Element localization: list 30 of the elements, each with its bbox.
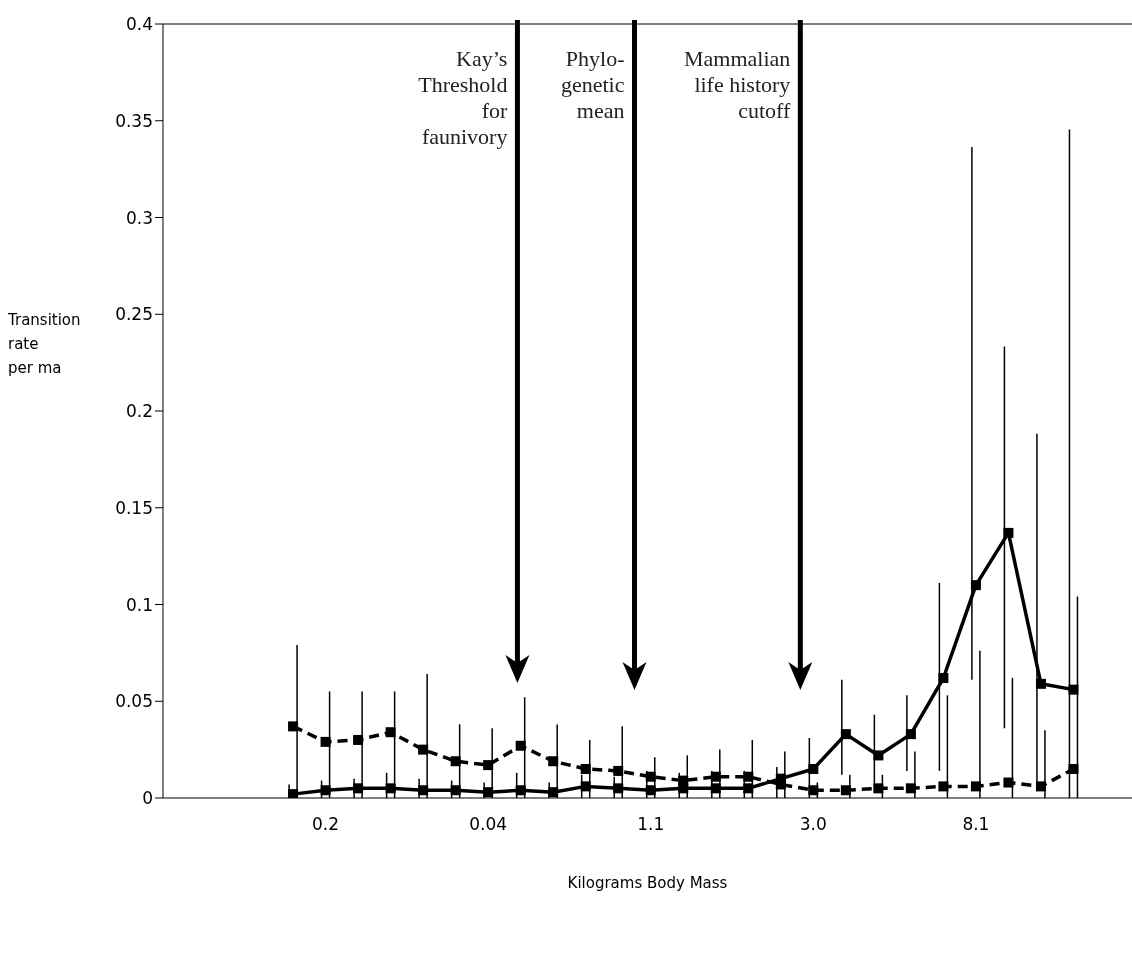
x-axis-title: Kilograms Body Mass <box>567 874 728 892</box>
annotation: Kay’s Threshold for faunivory <box>418 46 509 149</box>
x-tick-label: 0.04 <box>469 814 508 835</box>
point <box>938 781 949 792</box>
y-tick-label: 0.1 <box>125 594 153 615</box>
annotation: Mammalian life history cutoff <box>684 46 791 123</box>
x-tick-label: 1.1 <box>637 814 665 835</box>
y-axis-title: Transition rate per ma <box>8 310 81 379</box>
y-tick-label: 0 <box>142 788 153 809</box>
y-tick-label: 0.25 <box>115 304 153 325</box>
point <box>385 727 396 738</box>
y-tick-label: 0.3 <box>125 207 153 228</box>
point <box>938 673 949 684</box>
point <box>580 763 591 774</box>
point <box>1003 527 1014 538</box>
point <box>450 756 461 767</box>
point <box>808 763 819 774</box>
point <box>515 740 526 751</box>
annotation: Phylo- genetic mean <box>560 46 625 123</box>
x-tick-label: 0.2 <box>312 814 340 835</box>
point <box>873 750 884 761</box>
y-tick-label: 0.35 <box>115 110 153 131</box>
y-tick-label: 0.15 <box>115 497 153 518</box>
y-tick-label: 0.2 <box>125 401 153 422</box>
point <box>1003 777 1014 788</box>
x-tick-label: 8.1 <box>962 814 990 835</box>
y-tick-label: 0.4 <box>125 14 153 35</box>
point <box>320 736 331 747</box>
y-tick-label: 0.05 <box>115 691 153 712</box>
x-tick-label: 3.0 <box>799 814 827 835</box>
